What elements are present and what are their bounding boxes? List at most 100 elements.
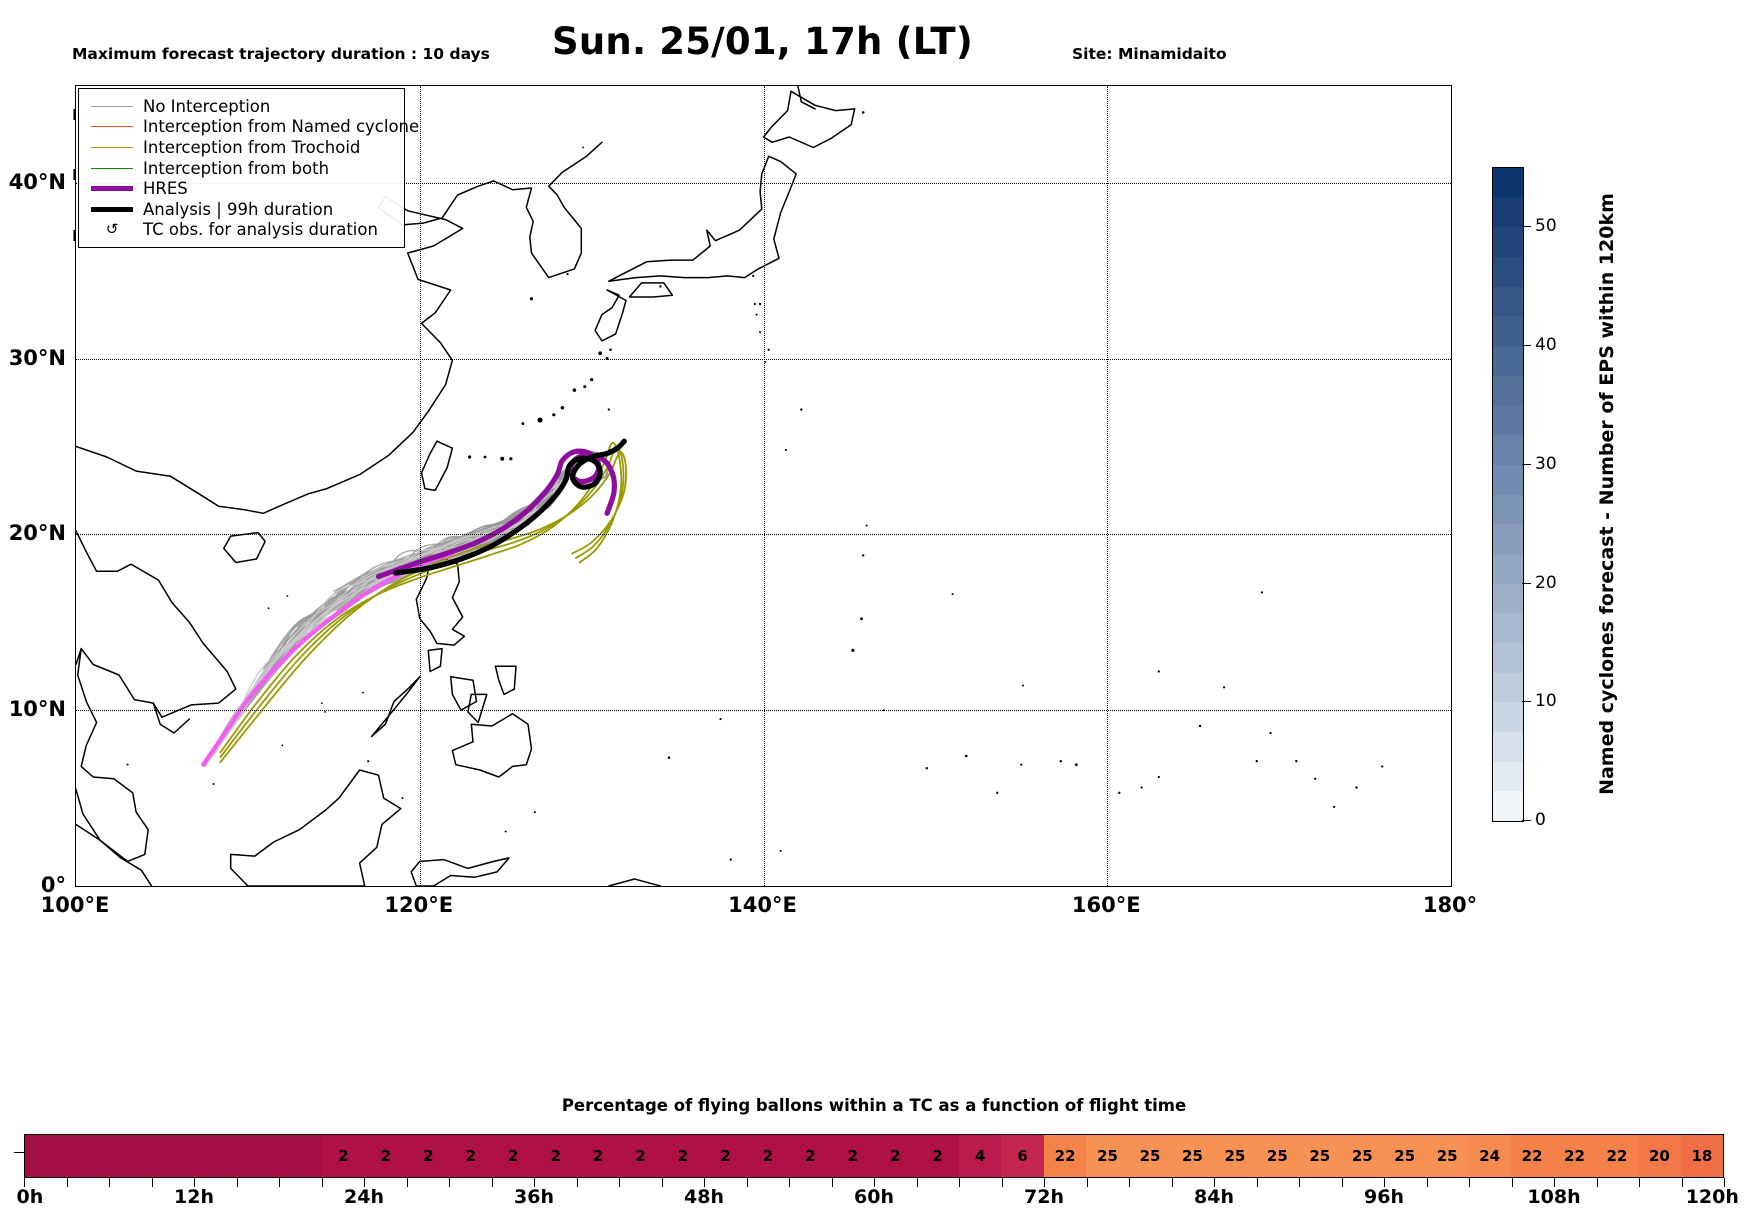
island-marker <box>609 348 612 352</box>
map-xtick-label: 120°E <box>384 893 454 917</box>
percentage-bar-cell[interactable]: 22 <box>1595 1135 1639 1177</box>
colorbar-segment <box>1493 435 1523 465</box>
percentage-bar-tick <box>66 1178 68 1187</box>
percentage-bar-cell[interactable]: 25 <box>1128 1135 1172 1177</box>
legend-key <box>87 146 137 148</box>
percentage-bar-cell[interactable]: 2 <box>619 1135 662 1177</box>
island-marker <box>1074 763 1078 767</box>
map-gridline-horizontal <box>76 534 1451 536</box>
percentage-bar-tick <box>491 1178 493 1187</box>
island-marker <box>1269 731 1272 735</box>
percentage-bar-cell[interactable]: 22 <box>1553 1135 1596 1177</box>
coastline <box>762 90 856 149</box>
island-marker <box>362 691 364 694</box>
legend-label: TC obs. for analysis duration <box>143 220 378 240</box>
percentage-bar-cell[interactable] <box>67 1135 110 1177</box>
percentage-bar-cell[interactable]: 6 <box>1001 1135 1044 1177</box>
island-marker <box>925 766 928 770</box>
percentage-bar-cell[interactable]: 22 <box>1510 1135 1554 1177</box>
percentage-bar-cell[interactable]: 2 <box>916 1135 959 1177</box>
percentage-bar-cell[interactable]: 25 <box>1213 1135 1257 1177</box>
percentage-bar-cell[interactable]: 25 <box>1171 1135 1214 1177</box>
percentage-bar-cell[interactable]: 2 <box>789 1135 832 1177</box>
percentage-bar-cell[interactable]: 18 <box>1680 1135 1724 1177</box>
island-marker <box>784 448 787 452</box>
island-marker <box>267 607 270 610</box>
percentage-bar-tick <box>1554 1178 1555 1187</box>
legend-item: HRES <box>87 178 395 199</box>
percentage-bar-cell[interactable]: 24 <box>1468 1135 1511 1177</box>
percentage-bar-tick <box>831 1178 833 1187</box>
percentage-bar-cell[interactable]: 2 <box>322 1135 365 1177</box>
colorbar-segment <box>1493 583 1523 614</box>
island-marker <box>286 594 289 597</box>
island-marker <box>560 405 565 410</box>
island-marker <box>996 791 999 795</box>
coastline <box>420 440 454 492</box>
percentage-bar-cell[interactable] <box>152 1135 195 1177</box>
coastline <box>449 676 478 711</box>
island-marker <box>1333 805 1336 808</box>
percentage-bar-cell[interactable]: 25 <box>1383 1135 1426 1177</box>
island-marker <box>590 378 594 382</box>
percentage-bar-cell[interactable]: 25 <box>1256 1135 1299 1177</box>
percentage-bar-cell[interactable]: 2 <box>704 1135 747 1177</box>
percentage-bar-cell[interactable]: 25 <box>1086 1135 1129 1177</box>
colorbar-segment <box>1493 702 1523 733</box>
island-marker <box>1381 765 1384 768</box>
trochoid-interception-trajectory <box>219 441 623 754</box>
percentage-bar-cell[interactable]: 2 <box>491 1135 535 1177</box>
colorbar-segment <box>1493 257 1523 287</box>
map-gridline-horizontal <box>76 182 1451 184</box>
percentage-bar-cell[interactable]: 25 <box>1298 1135 1342 1177</box>
header-left-line-1: Maximum forecast trajectory duration : 1… <box>72 45 490 64</box>
percentage-bar-cell[interactable]: 4 <box>958 1135 1002 1177</box>
percentage-bar-tick-label: 108h <box>1527 1186 1581 1208</box>
site-info: Site: Minamidaito <box>1072 45 1227 64</box>
percentage-bar-cell[interactable]: 22 <box>1043 1135 1087 1177</box>
percentage-bar-cell[interactable]: 2 <box>874 1135 917 1177</box>
legend-key <box>87 167 137 169</box>
percentage-bar-cell[interactable]: 2 <box>576 1135 620 1177</box>
map-gridline-horizontal <box>76 358 1451 360</box>
percentage-bar-tick <box>1469 1178 1470 1187</box>
percentage-bar-cell[interactable]: 2 <box>534 1135 577 1177</box>
map-gridline-vertical <box>763 86 765 886</box>
island-marker <box>965 754 968 758</box>
percentage-bar-cell[interactable]: 2 <box>449 1135 492 1177</box>
percentage-bar-tick <box>1129 1178 1130 1187</box>
colorbar-tick-label: 30 <box>1535 453 1557 474</box>
coastline <box>410 857 510 886</box>
percentage-bar-cell[interactable] <box>25 1135 68 1177</box>
percentage-bar-tick <box>406 1178 408 1187</box>
percentage-bar-tick <box>151 1178 153 1187</box>
coastline <box>451 712 533 778</box>
percentage-bar-tick <box>1086 1178 1088 1187</box>
map-legend: No Interception Interception from Named c… <box>78 88 419 249</box>
island-marker <box>1020 763 1023 766</box>
cyclone-marker-icon: ↺ <box>105 220 119 239</box>
percentage-bar-cell[interactable] <box>109 1135 153 1177</box>
colorbar-label-wrap: Named cyclones forecast - Number of EPS … <box>1592 167 1622 820</box>
island-marker <box>552 413 556 417</box>
percentage-bar-cell[interactable]: 20 <box>1638 1135 1681 1177</box>
percentage-bar-cell[interactable]: 2 <box>746 1135 790 1177</box>
percentage-bar-cell[interactable]: 25 <box>1425 1135 1469 1177</box>
percentage-bar-cell[interactable]: 2 <box>831 1135 875 1177</box>
percentage-bar[interactable]: 2 2 2 2 2 2 2 2 2 2 2 2 2 2 2 4 6 22 25 25 25 25 25 25 25 25 25 24 2… <box>24 1134 1724 1178</box>
percentage-bar-cell[interactable] <box>194 1135 238 1177</box>
percentage-bar-cell[interactable]: 2 <box>364 1135 408 1177</box>
coastline <box>492 141 603 279</box>
colorbar-segment <box>1493 286 1523 317</box>
island-marker <box>1314 777 1317 780</box>
island-marker <box>729 858 732 861</box>
island-marker <box>598 351 603 356</box>
legend-key: ↺ <box>87 222 137 237</box>
percentage-bar-cell[interactable]: 2 <box>661 1135 705 1177</box>
percentage-bar-cell[interactable]: 25 <box>1341 1135 1384 1177</box>
island-marker <box>1059 759 1063 763</box>
percentage-bar-cell[interactable] <box>237 1135 280 1177</box>
percentage-bar-cell[interactable] <box>279 1135 323 1177</box>
percentage-bar-cell[interactable]: 2 <box>407 1135 450 1177</box>
trochoid-interception-trajectory <box>219 451 627 764</box>
